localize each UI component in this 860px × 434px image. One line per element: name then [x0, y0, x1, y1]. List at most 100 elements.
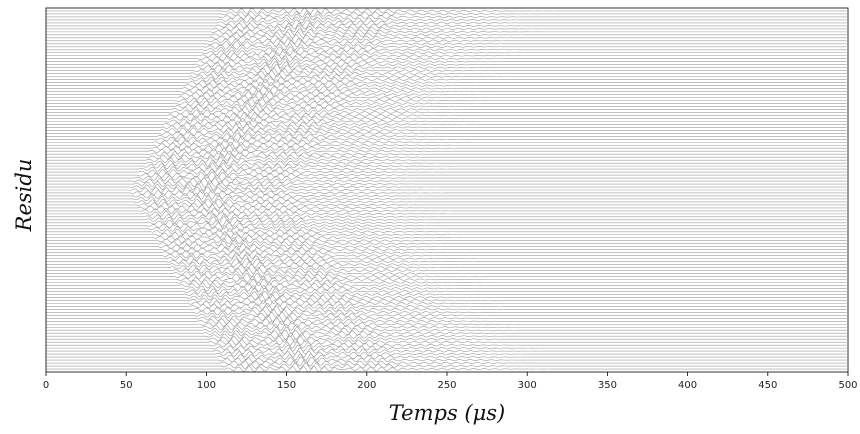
- residual-trace: [46, 189, 847, 197]
- residual-trace: [46, 350, 847, 358]
- residual-trace: [46, 284, 847, 292]
- residual-trace: [46, 141, 847, 149]
- residual-trace: [46, 258, 847, 266]
- residual-trace: [46, 264, 847, 272]
- residual-trace: [46, 323, 847, 331]
- residual-trace: [46, 225, 847, 233]
- residual-trace: [46, 144, 847, 152]
- residual-trace: [46, 296, 847, 304]
- residual-trace: [46, 97, 847, 105]
- residual-trace: [46, 335, 847, 343]
- residual-trace: [46, 299, 847, 307]
- residual-trace: [46, 207, 847, 215]
- residual-trace: [46, 25, 847, 33]
- residual-trace: [46, 216, 847, 224]
- residual-trace: [46, 126, 847, 134]
- residual-trace: [46, 165, 847, 173]
- residual-trace: [46, 13, 847, 21]
- residual-trace: [46, 234, 847, 242]
- residual-trace: [46, 123, 847, 131]
- residual-trace: [46, 159, 847, 167]
- residual-trace: [46, 76, 847, 84]
- residual-trace: [46, 180, 847, 188]
- residual-trace: [46, 255, 847, 262]
- residual-trace: [46, 64, 847, 72]
- x-tick-label: 350: [598, 380, 617, 391]
- residual-trace: [46, 252, 847, 260]
- x-tick-label: 200: [357, 380, 376, 391]
- residual-trace: [46, 19, 847, 27]
- residual-trace: [46, 22, 847, 30]
- residual-trace: [46, 168, 847, 176]
- residual-trace: [46, 7, 847, 15]
- residual-trace: [46, 106, 847, 113]
- residual-trace: [46, 305, 847, 313]
- residual-trace: [46, 118, 847, 125]
- residual-trace: [46, 282, 847, 289]
- residual-trace: [46, 362, 847, 370]
- residual-trace: [46, 55, 847, 63]
- x-tick-label: 500: [838, 380, 857, 391]
- residual-trace: [46, 261, 847, 268]
- residual-trace: [46, 52, 847, 60]
- residual-trace: [46, 183, 847, 191]
- residual-trace: [46, 240, 847, 248]
- residual-trace: [46, 317, 847, 325]
- residual-trace: [46, 314, 847, 322]
- x-tick-label: 250: [437, 380, 456, 391]
- residual-trace: [46, 329, 847, 337]
- residual-trace: [46, 153, 847, 161]
- x-tick-label: 100: [197, 380, 216, 391]
- residual-trace: [46, 222, 847, 230]
- x-axis-ticks: 0 50 100 150 200 250 300 350 400 450 500: [43, 372, 858, 391]
- residual-trace: [46, 287, 847, 295]
- residual-trace: [46, 279, 847, 286]
- residual-trace: [46, 353, 847, 361]
- residual-trace: [46, 201, 847, 209]
- residual-trace: [46, 129, 847, 137]
- residual-trace: [46, 94, 847, 101]
- trace-series-group: [46, 7, 847, 373]
- residual-trace: [46, 88, 847, 95]
- residual-trace: [46, 31, 847, 39]
- y-axis-label: Residu: [12, 159, 36, 233]
- residual-trace: [46, 210, 847, 218]
- residual-trace: [46, 40, 847, 48]
- x-tick-label: 450: [758, 380, 777, 391]
- residual-trace: [46, 61, 847, 69]
- residual-trace: [46, 359, 847, 367]
- residual-trace: [46, 219, 847, 227]
- x-tick-label: 0: [43, 380, 49, 391]
- residual-trace: [46, 46, 847, 54]
- residual-trace: [46, 111, 847, 119]
- residual-trace: [46, 338, 847, 346]
- x-tick-label: 50: [120, 380, 133, 391]
- residual-trace: [46, 102, 847, 110]
- residual-trace: [46, 90, 847, 99]
- residual-trace: [46, 177, 847, 185]
- residual-trace: [46, 58, 847, 66]
- residual-trace: [46, 162, 847, 170]
- residual-trace: [46, 243, 847, 250]
- residual-trace: [46, 28, 847, 36]
- residual-trace: [46, 156, 847, 164]
- residual-trace: [46, 231, 847, 239]
- residual-trace: [46, 70, 847, 78]
- residual-trace: [46, 174, 847, 182]
- x-tick-label: 300: [518, 380, 537, 391]
- residual-trace: [46, 303, 847, 310]
- residual-trace: [46, 114, 847, 122]
- residual-trace: [46, 79, 847, 87]
- x-tick-label: 150: [277, 380, 296, 391]
- residual-trace: [46, 213, 847, 221]
- residual-trace: [46, 138, 847, 146]
- residual-trace: [46, 198, 847, 206]
- residual-trace: [46, 195, 847, 203]
- residual-trace: [46, 85, 847, 93]
- residual-trace: [46, 132, 847, 140]
- residual-trace: [46, 237, 847, 245]
- residual-trace: [46, 43, 847, 51]
- residual-trace: [46, 356, 847, 364]
- residual-trace: [46, 82, 847, 89]
